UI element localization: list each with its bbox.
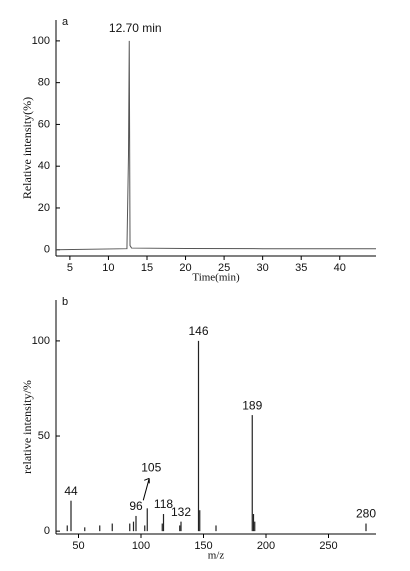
y-tick-label: 100 [32,35,50,47]
y-tick-label: 0 [44,525,50,537]
x-tick-label: 35 [295,262,307,274]
y-tick-label: 20 [38,202,50,214]
peak-label: 146 [188,324,208,338]
x-tick-label: 250 [319,540,337,552]
y-tick-label: 80 [38,77,50,89]
y-tick-label: 50 [38,430,50,442]
x-axis-label: m/z [208,550,225,562]
y-tick-label: 40 [38,160,50,172]
x-tick-label: 40 [334,262,346,274]
x-tick-label: 20 [179,262,191,274]
peak-label: 96 [129,499,143,513]
peak-label: 280 [356,507,376,521]
x-tick-label: 30 [257,262,269,274]
x-tick-label: 15 [141,262,153,274]
panel-label: a [62,16,69,28]
x-tick-label: 25 [218,262,230,274]
y-tick-label: 60 [38,118,50,130]
x-tick-label: 100 [132,540,150,552]
y-tick-label: 0 [44,244,50,256]
x-tick-label: 200 [257,540,275,552]
x-tick-label: 10 [102,262,114,274]
peak-label: 132 [171,505,191,519]
x-tick-label: 150 [194,540,212,552]
panel-label: b [62,296,68,308]
peak-annotation: 12.70 min [109,21,162,35]
peak-label: 105 [141,460,161,474]
y-axis-label: relative intensity/% [20,380,34,474]
chromatogram-line [55,40,376,251]
arrow [142,477,150,501]
y-tick-label: 100 [32,335,50,347]
x-axis-label: Time(min) [192,272,240,284]
peak-label: 44 [64,484,78,498]
y-axis-label: Relative intensity(%) [20,97,34,199]
x-tick-label: 50 [72,540,84,552]
x-tick-label: 5 [67,262,73,274]
peak-label: 189 [242,398,262,412]
peak-label: 118 [154,497,173,511]
